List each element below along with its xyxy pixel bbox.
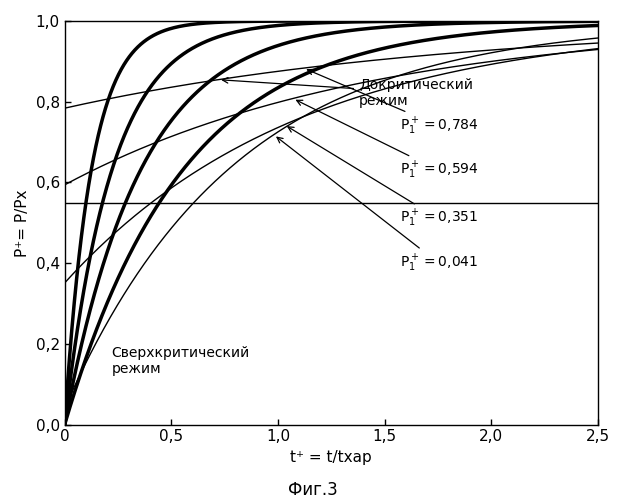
Y-axis label: P⁺= P/Pх: P⁺= P/Pх bbox=[15, 189, 30, 256]
X-axis label: t⁺ = t/tхар: t⁺ = t/tхар bbox=[291, 450, 372, 465]
Text: $\mathregular{P_1^+=0{,}041}$: $\mathregular{P_1^+=0{,}041}$ bbox=[277, 138, 478, 274]
Text: Докритический
режим: Докритический режим bbox=[222, 78, 473, 108]
Text: Фиг.3: Фиг.3 bbox=[288, 481, 338, 499]
Text: Сверхкритический
режим: Сверхкритический режим bbox=[112, 346, 250, 376]
Text: $\mathregular{P_1^+=0{,}784}$: $\mathregular{P_1^+=0{,}784}$ bbox=[308, 70, 478, 136]
Text: $\mathregular{P_1^+=0{,}351}$: $\mathregular{P_1^+=0{,}351}$ bbox=[288, 127, 478, 230]
Text: $\mathregular{P_1^+=0{,}594}$: $\mathregular{P_1^+=0{,}594}$ bbox=[297, 100, 478, 181]
